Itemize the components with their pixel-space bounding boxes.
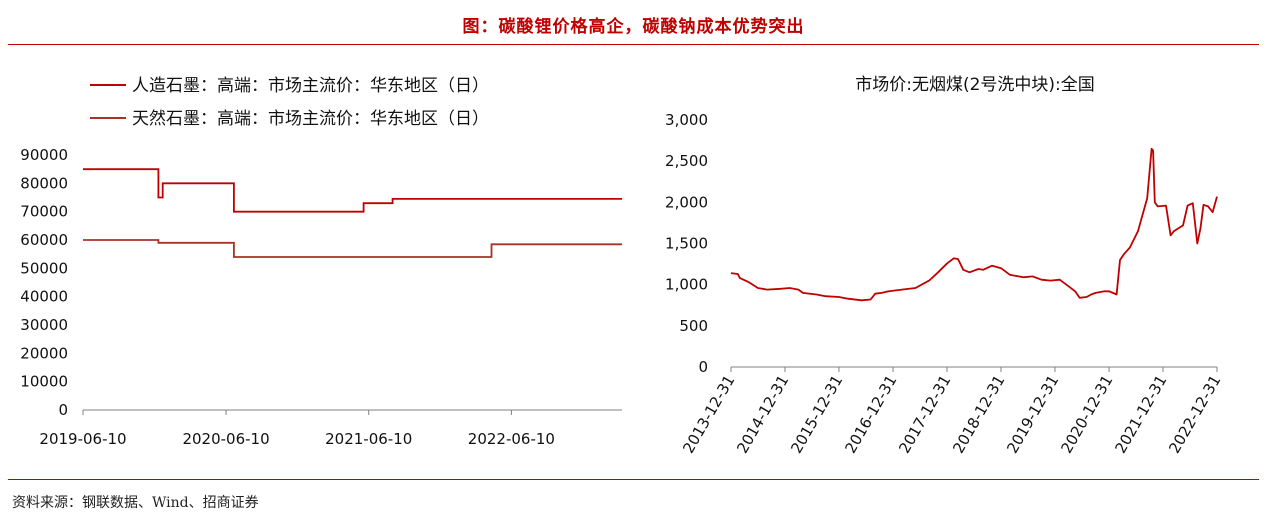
top-divider <box>8 44 1259 45</box>
series-line <box>83 168 622 213</box>
y-tick-label: 2,000 <box>665 193 708 211</box>
x-tick-label: 2018-12-31 <box>949 372 1008 457</box>
legend-label: 天然石墨：高端：市场主流价：华东地区（日） <box>132 109 489 129</box>
y-tick-label: 70000 <box>20 203 68 221</box>
series-line <box>730 147 1218 302</box>
x-tick-label: 2017-12-31 <box>895 372 954 457</box>
y-tick-label: 60000 <box>20 231 68 249</box>
y-tick-label: 0 <box>58 401 68 419</box>
y-tick-label: 80000 <box>20 174 68 192</box>
x-tick-label: 2020-12-31 <box>1057 372 1116 457</box>
x-tick-label: 2016-12-31 <box>841 372 900 457</box>
x-tick-label: 2020-06-10 <box>182 430 269 448</box>
y-tick-label: 0 <box>698 358 708 376</box>
x-tick-label: 2022-12-31 <box>1165 372 1224 457</box>
y-tick-label: 50000 <box>20 259 68 277</box>
x-tick-label: 2019-12-31 <box>1003 372 1062 457</box>
x-tick-label: 2021-12-31 <box>1111 372 1170 457</box>
y-tick-label: 1,500 <box>665 235 708 253</box>
y-tick-label: 500 <box>679 317 708 335</box>
anthracite-price-chart: 市场价:无烟煤(2号洗中块):全国 0 500 1,000 1,500 2,000 2,50… <box>665 75 1224 457</box>
x-tick-label: 2022-06-10 <box>468 430 555 448</box>
series-line <box>83 239 622 258</box>
y-tick-label: 10000 <box>20 373 68 391</box>
y-tick-label: 90000 <box>20 146 68 164</box>
x-tick-label: 2019-06-10 <box>39 430 126 448</box>
source-note: 资料来源：钢联数据、Wind、招商证券 <box>12 495 259 511</box>
y-tick-label: 1,000 <box>665 276 708 294</box>
x-tick-label: 2021-06-10 <box>325 430 412 448</box>
graphite-price-chart: 人造石墨：高端：市场主流价：华东地区（日） 天然石墨：高端：市场主流价：华东地区（… <box>20 76 622 448</box>
bottom-divider <box>8 479 1259 480</box>
y-tick-label: 20000 <box>20 344 68 362</box>
x-tick-label: 2013-12-31 <box>679 372 738 457</box>
figure-title: 图：碳酸锂价格高企，碳酸钠成本优势突出 <box>462 17 805 37</box>
x-tick-label: 2015-12-31 <box>787 372 846 457</box>
y-tick-label: 30000 <box>20 316 68 334</box>
legend-label: 人造石墨：高端：市场主流价：华东地区（日） <box>132 76 489 96</box>
y-tick-label: 40000 <box>20 288 68 306</box>
y-tick-label: 3,000 <box>665 111 708 129</box>
x-tick-label: 2014-12-31 <box>733 372 792 457</box>
chart-title: 市场价:无烟煤(2号洗中块):全国 <box>855 75 1095 95</box>
y-tick-label: 2,500 <box>665 152 708 170</box>
